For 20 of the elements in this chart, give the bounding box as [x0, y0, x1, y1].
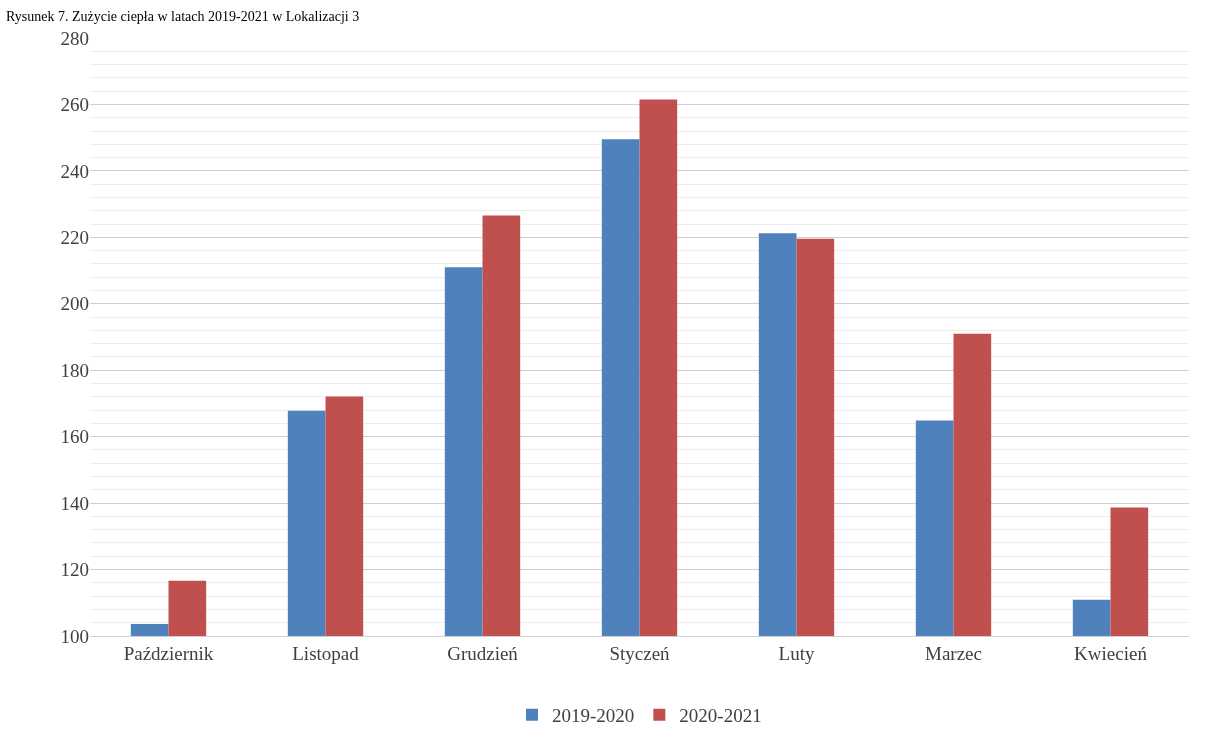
y-tick-label: 280 — [60, 27, 89, 49]
x-tick-label: Styczeń — [609, 642, 671, 664]
y-tick-label: 120 — [60, 559, 89, 581]
y-tick-label: 140 — [60, 492, 89, 514]
x-tick-label: Marzec — [925, 642, 982, 664]
chart-title: Rysunek 7. Zużycie ciepła w latach 2019-2021 w Lokalizacji 3 — [6, 9, 360, 25]
x-tick-label: Kwiecień — [1074, 642, 1148, 664]
y-tick-label: 100 — [60, 625, 89, 647]
y-tick-label: 160 — [60, 426, 89, 448]
x-tick-label: Grudzień — [447, 642, 519, 664]
x-tick-label: Luty — [778, 642, 815, 664]
legend-label: 2019-2020 — [552, 705, 635, 727]
x-tick-label: Listopad — [292, 642, 360, 664]
y-tick-label: 180 — [60, 359, 89, 381]
y-tick-label: 200 — [60, 293, 89, 315]
legend-label: 2020-2021 — [679, 705, 762, 727]
y-tick-label: 260 — [60, 94, 89, 116]
x-tick-label: Październik — [123, 642, 214, 664]
y-tick-label: 240 — [60, 160, 89, 182]
y-tick-label: 220 — [60, 226, 89, 248]
